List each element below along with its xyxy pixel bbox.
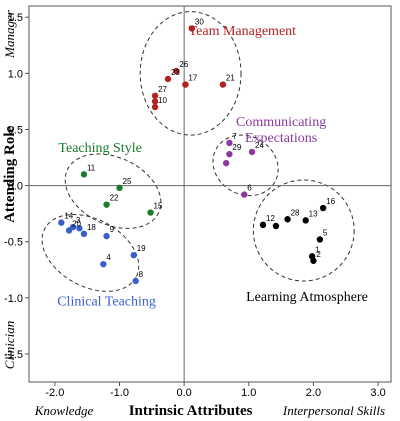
group-label: Clinical Teaching [57, 295, 156, 310]
group-label: Teaching Style [58, 141, 141, 156]
y-axis-title: Attending Role [2, 125, 18, 222]
group-label: Team Management [189, 24, 297, 39]
data-point-label: 23 [171, 68, 180, 77]
group-ellipse [252, 179, 355, 282]
data-point-label: 10 [158, 96, 167, 105]
data-point [226, 150, 233, 158]
data-point [151, 103, 159, 111]
data-point [80, 171, 88, 178]
data-point-label: 6 [247, 184, 252, 193]
y-tick-label: -1.5 [4, 349, 23, 361]
x-axis-right-end-label: Interpersonal Skills [282, 403, 385, 418]
data-point-label: 9 [110, 225, 115, 234]
x-tick-label: 2.0 [306, 387, 321, 399]
x-axis-left-end-label: Knowledge [34, 403, 94, 418]
data-point [58, 219, 65, 226]
group-ellipse [64, 153, 162, 229]
data-point [103, 201, 110, 208]
data-point [130, 251, 137, 259]
data-point-label: 29 [232, 143, 241, 152]
data-point-label: 14 [64, 212, 73, 221]
x-tick-label: 0.0 [176, 387, 191, 399]
data-point [103, 232, 110, 240]
data-point-label: 28 [291, 208, 300, 217]
data-point [241, 191, 248, 198]
data-point [151, 98, 159, 105]
data-point-label: 24 [255, 141, 264, 150]
data-point-label: 8 [139, 270, 144, 279]
x-axis-ticks: -2.0 -1.0 0.0 1.0 2.0 3.0 [45, 382, 386, 399]
data-point-label: 13 [309, 209, 318, 218]
data-point [151, 92, 159, 99]
group-ellipse [212, 134, 279, 197]
x-tick-label: 3.0 [370, 387, 385, 399]
data-point [164, 75, 172, 83]
data-point [182, 81, 189, 88]
data-point [302, 217, 309, 224]
axis-lines [29, 6, 391, 382]
group-label: Learning Atmosphere [246, 290, 368, 305]
data-point-label: 26 [179, 60, 188, 69]
data-point-label: 11 [87, 163, 96, 172]
group-ellipse [41, 214, 140, 292]
data-point-label: 2 [316, 250, 321, 259]
data-point [316, 236, 324, 243]
y-tick-label: -1.0 [4, 293, 23, 305]
data-point-label: 17 [188, 74, 197, 83]
data-point-label: 7 [232, 132, 237, 141]
data-point [188, 25, 196, 32]
data-point [116, 184, 123, 192]
data-point-label: 25 [123, 177, 132, 186]
data-point-label: 19 [137, 244, 146, 253]
x-tick-label: 1.0 [241, 387, 256, 399]
data-point [259, 221, 267, 229]
y-tick-label: 0.5 [8, 124, 23, 136]
data-point-label: 1 [315, 245, 320, 254]
data-point-label: 16 [326, 197, 335, 206]
y-tick-label: -0.5 [4, 237, 23, 249]
data-point-label: 20 [72, 219, 81, 228]
data-point-label: 12 [266, 214, 275, 223]
x-tick-label: -2.0 [45, 387, 64, 399]
y-tick-label: 0.0 [8, 181, 23, 193]
group-labels: Team Management Communicating Expectations… [57, 24, 368, 309]
data-point-label: 27 [158, 85, 167, 94]
data-point [76, 225, 83, 232]
data-point [272, 222, 280, 230]
data-point [132, 277, 139, 285]
data-point-label: 3 [76, 216, 81, 225]
y-tick-label: 1.5 [8, 12, 23, 24]
data-point [65, 227, 73, 234]
data-point [147, 209, 154, 216]
data-point [319, 204, 327, 212]
data-point [100, 260, 107, 268]
data-point-label: 21 [226, 74, 235, 83]
data-point-label: 30 [195, 17, 204, 26]
data-point-label: 15 [154, 202, 163, 211]
group-ellipses [41, 11, 355, 292]
y-axis-top-end-label: Manager [2, 9, 17, 59]
y-axis-ticks: 1.5 1.0 0.5 0.0 -0.5 -1.0 -1.5 [4, 12, 29, 361]
y-axis-bottom-end-label: Clinician [2, 321, 17, 369]
data-point [173, 67, 180, 75]
data-point-label: 4 [106, 253, 111, 262]
data-point [222, 159, 230, 167]
data-point [310, 257, 317, 264]
y-tick-label: 1.0 [8, 68, 23, 80]
data-point-label: 5 [323, 228, 328, 237]
data-point [80, 230, 88, 238]
data-point-label: 22 [110, 194, 119, 203]
group-ellipse [139, 11, 242, 136]
data-point [284, 216, 291, 223]
data-point-label: 18 [87, 223, 96, 232]
data-point [226, 139, 233, 147]
plot-frame [28, 5, 392, 383]
x-axis-title: Intrinsic Attributes [129, 403, 253, 419]
data-point [248, 148, 256, 156]
x-tick-label: -1.0 [110, 387, 129, 399]
data-point [219, 81, 227, 88]
group-label: Communicating Expectations [236, 115, 326, 146]
